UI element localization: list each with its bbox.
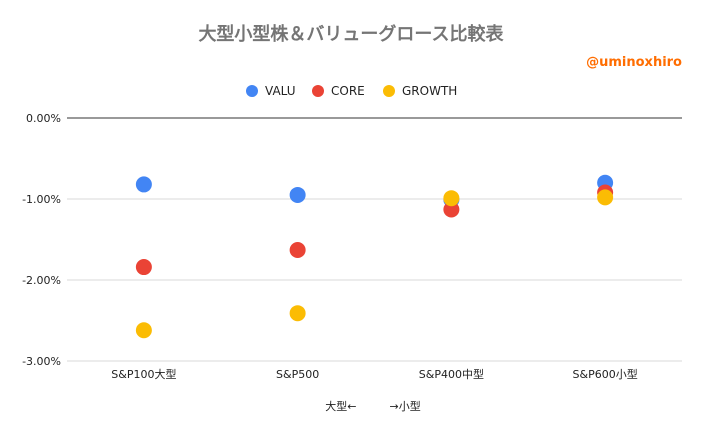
data-point [135, 259, 152, 276]
data-point [289, 305, 306, 322]
data-point [443, 201, 460, 218]
legend-label: VALU [265, 84, 296, 98]
legend-marker [312, 85, 324, 97]
gridlines [67, 117, 682, 362]
x-tick-label: S&P500 [276, 368, 319, 381]
y-axis: 0.00% -1.00% -2.00% -3.00% [22, 112, 61, 368]
data-point [597, 189, 614, 206]
y-tick-label: -3.00% [22, 355, 61, 368]
x-tick-label: S&P100大型 [111, 367, 176, 381]
data-point [289, 186, 306, 203]
data-point [135, 322, 152, 339]
author-credit: @uminoxhiro [586, 55, 682, 70]
data-point [135, 176, 152, 193]
y-tick-label: -2.00% [22, 274, 61, 287]
x-tick-label: S&P600小型 [573, 367, 638, 381]
legend-label: CORE [331, 84, 365, 98]
legend: VALU CORE GROWTH [246, 84, 457, 98]
data-point [289, 242, 306, 259]
chart-title: 大型小型株＆バリューグロース比較表 [198, 23, 504, 45]
y-tick-label: -1.00% [22, 193, 61, 206]
x-tick-label: S&P400中型 [419, 367, 484, 381]
y-tick-label: 0.00% [26, 112, 61, 125]
legend-marker [246, 85, 258, 97]
data-point [443, 190, 460, 207]
x-axis: S&P100大型 S&P500 S&P400中型 S&P600小型 [111, 367, 637, 381]
x-axis-label: 大型← →小型 [325, 399, 420, 413]
data-points [135, 174, 614, 339]
legend-label: GROWTH [402, 84, 457, 98]
legend-marker [383, 85, 395, 97]
